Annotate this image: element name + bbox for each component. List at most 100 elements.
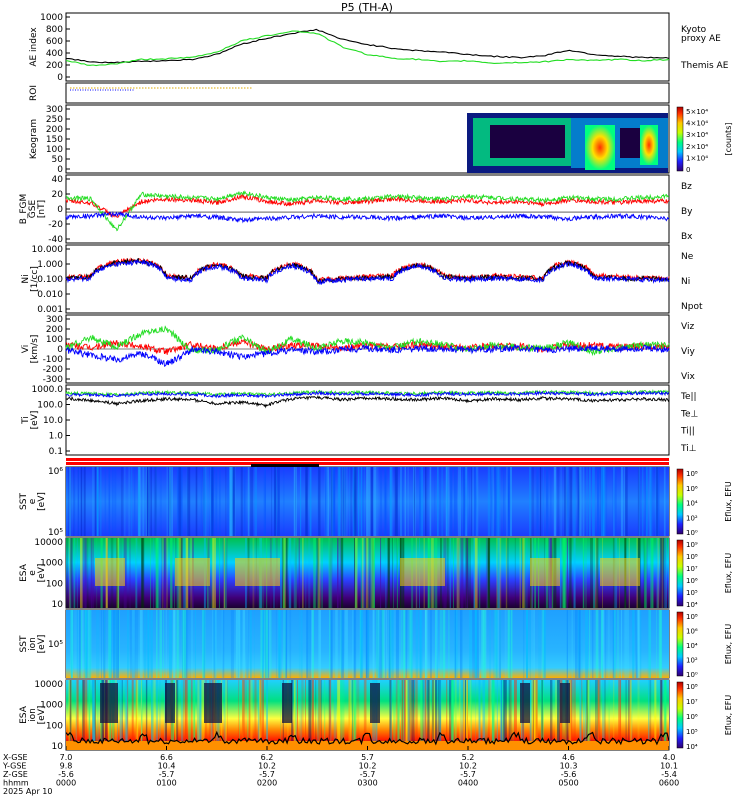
sst-e-spectrogram-stripe bbox=[454, 467, 457, 536]
legend-bfgm-0: Bz bbox=[681, 182, 692, 192]
sst-e-spectrogram-stripe bbox=[433, 467, 436, 536]
sst-i-spectrogram-stripe bbox=[277, 610, 281, 678]
esa-e-spectrogram-stripe bbox=[388, 538, 390, 608]
esa-e-spectrogram-stripe bbox=[644, 538, 647, 608]
esa-i-spectrogram-stripe bbox=[333, 680, 337, 750]
x-tick-label-z: -5.6 bbox=[561, 770, 577, 779]
sst-e-spectrogram-stripe bbox=[439, 467, 441, 536]
esa-e-spectrogram-stripe bbox=[595, 538, 598, 608]
esa-i-spectrogram-stripe bbox=[446, 680, 448, 750]
sst-i-spectrogram-stripe bbox=[435, 610, 437, 678]
sst-i-spectrogram-stripe bbox=[410, 610, 413, 678]
sst-i-spectrogram-stripe bbox=[507, 610, 511, 678]
esa-i-spectrogram-stripe bbox=[121, 680, 123, 750]
sst-i-spectrogram-stripe bbox=[542, 610, 544, 678]
colorbar-esa_e bbox=[676, 539, 684, 607]
colorbar-tick-sst_e: 10² bbox=[686, 514, 698, 522]
sst-i-spectrogram-stripe bbox=[636, 610, 640, 678]
sst-e-spectrogram-stripe bbox=[333, 467, 336, 536]
sst-e-spectrogram-stripe bbox=[536, 467, 539, 536]
sst-e-spectrogram-stripe bbox=[345, 467, 346, 536]
esa-i-spectrogram-stripe bbox=[586, 680, 590, 750]
sst-e-spectrogram-stripe bbox=[155, 467, 157, 536]
x-tick-label-t: 0600 bbox=[659, 779, 679, 788]
esa-i-spectrogram-stripe bbox=[328, 680, 330, 750]
esa-e-spectrogram-stripe bbox=[456, 538, 460, 608]
esa-i-spectrogram-stripe bbox=[192, 680, 195, 750]
sst-i-spectrogram-stripe bbox=[238, 610, 241, 678]
x-tick-label-x: 6.6 bbox=[160, 753, 173, 762]
colorbar-label-esa_e: Eflux, EFU bbox=[724, 553, 733, 594]
y-axis-label-vi: Vi bbox=[21, 345, 31, 353]
sst-i-spectrogram-stripe bbox=[481, 610, 485, 678]
series-line-ni-2 bbox=[65, 259, 670, 285]
esa-e-spectrogram-stripe bbox=[219, 538, 220, 608]
sst-e-spectrogram-stripe bbox=[441, 467, 443, 536]
sst-i-spectrogram-stripe bbox=[403, 610, 406, 678]
sst-e-spectrogram-stripe bbox=[331, 467, 333, 536]
sst-e-spectrogram-stripe bbox=[66, 467, 68, 536]
esa-i-spectrogram-stripe bbox=[495, 680, 497, 750]
sst-e-spectrogram-stripe bbox=[569, 467, 573, 536]
esa-e-spectrogram-stripe bbox=[76, 538, 78, 608]
chart-title: P5 (TH-A) bbox=[341, 1, 393, 14]
sst-i-spectrogram-stripe bbox=[477, 610, 480, 678]
sst-e-spectrogram-stripe bbox=[510, 467, 512, 536]
sst-i-spectrogram-stripe bbox=[103, 610, 106, 678]
esa-e-hot-region bbox=[530, 558, 560, 586]
sst-e-spectrogram-stripe bbox=[368, 467, 371, 536]
esa-e-spectrogram-stripe bbox=[68, 538, 71, 608]
esa-e-spectrogram-stripe bbox=[161, 538, 163, 608]
sst-i-spectrogram-stripe bbox=[213, 610, 217, 678]
x-tick-label-z: -5.7 bbox=[460, 770, 476, 779]
sst-i-spectrogram-stripe bbox=[415, 610, 419, 678]
esa-i-spectrogram-stripe bbox=[259, 680, 261, 750]
esa-i-spectrogram-stripe bbox=[193, 680, 196, 750]
sst-i-spectrogram-stripe bbox=[600, 610, 603, 678]
esa-e-spectrogram-stripe bbox=[285, 538, 288, 608]
esa-e-spectrogram-stripe bbox=[497, 538, 500, 608]
esa-i-spectrogram-stripe bbox=[81, 680, 83, 750]
sst-e-spectrogram-stripe bbox=[275, 467, 277, 536]
sst-e-spectrogram-stripe bbox=[600, 467, 602, 536]
esa-i-spectrogram-stripe bbox=[299, 680, 303, 750]
esa-i-spectrogram-stripe bbox=[432, 680, 435, 750]
y-tick-label: 150 bbox=[46, 135, 63, 145]
sst-e-spectrogram-stripe bbox=[546, 467, 549, 536]
sst-i-spectrogram-stripe bbox=[571, 610, 573, 678]
esa-i-spectrogram-stripe bbox=[465, 680, 466, 750]
sst-i-spectrogram-stripe bbox=[389, 610, 392, 678]
esa-i-spectrogram-stripe bbox=[363, 680, 365, 750]
esa-e-spectrogram-stripe bbox=[224, 538, 227, 608]
esa-e-spectrogram-stripe bbox=[135, 538, 137, 608]
esa-e-spectrogram-stripe bbox=[657, 538, 660, 608]
x-tick-label-x: 7.0 bbox=[60, 753, 73, 762]
sst-i-spectrogram-stripe bbox=[176, 610, 179, 678]
x-row-label: 2025 Apr 10 bbox=[3, 787, 52, 796]
esa-i-spectrogram-stripe bbox=[584, 680, 586, 750]
sst-e-spectrogram-stripe bbox=[413, 467, 415, 536]
sst-e-spectrogram-stripe bbox=[624, 467, 628, 536]
esa-e-spectrogram-stripe bbox=[365, 538, 369, 608]
sst-i-spectrogram-stripe bbox=[202, 610, 205, 678]
esa-i-spectrogram-stripe bbox=[625, 680, 627, 750]
esa-i-spectrogram-stripe bbox=[198, 680, 201, 750]
y-tick-label: -100 bbox=[43, 355, 64, 365]
sst-i-spectrogram-stripe bbox=[376, 610, 378, 678]
sst-i-spectrogram-stripe bbox=[89, 610, 91, 678]
sst-e-spectrogram-stripe bbox=[146, 467, 148, 536]
esa-e-spectrogram-stripe bbox=[590, 538, 593, 608]
y-tick-label: 1.000 bbox=[37, 260, 63, 270]
esa-e-spectrogram-stripe bbox=[521, 538, 524, 608]
esa-e-spectrogram-stripe bbox=[473, 538, 475, 608]
sst-e-spectrogram-stripe bbox=[330, 467, 334, 536]
sst-e-spectrogram-stripe bbox=[145, 467, 147, 536]
x-tick-label-y: 10.2 bbox=[459, 762, 477, 771]
sst-i-spectrogram-stripe bbox=[632, 610, 635, 678]
x-tick-label-y: 10.2 bbox=[258, 762, 276, 771]
sst-e-spectrogram-stripe bbox=[326, 467, 330, 536]
sst-i-spectrogram-stripe bbox=[177, 610, 180, 678]
sst-i-spectrogram-stripe bbox=[108, 610, 111, 678]
sst-i-spectrogram-stripe bbox=[493, 610, 496, 678]
